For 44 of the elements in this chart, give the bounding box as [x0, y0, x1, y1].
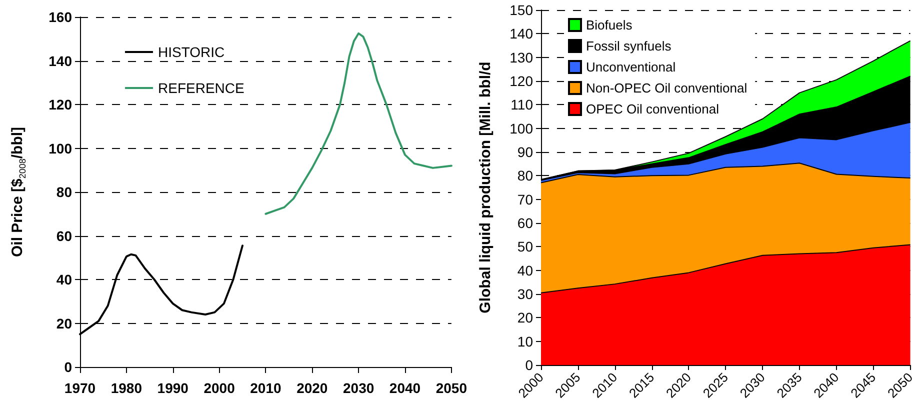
y-tick-label: 10: [517, 333, 534, 350]
y-tick-label: 100: [510, 120, 534, 136]
y-tick-label: 110: [510, 96, 534, 113]
y-tick-label: 80: [56, 184, 72, 200]
x-tick-label: 1970: [64, 380, 96, 396]
legend-label: REFERENCE: [158, 80, 244, 96]
y-axis-title: Global liquid production [Mill. bbl/d: [477, 62, 494, 314]
y-tick-label: 90: [517, 144, 534, 160]
legend-label: OPEC Oil conventional: [586, 102, 720, 116]
legend-label: HISTORIC: [158, 44, 225, 60]
y-tick-label: 120: [510, 73, 534, 89]
y-tick-label: 70: [517, 191, 534, 208]
y-tick-label: 160: [48, 9, 72, 25]
y-tick-label: 60: [517, 215, 534, 231]
y-tick-label: 50: [517, 238, 534, 255]
line-series: [264, 32, 452, 215]
y-tick-label: 140: [48, 52, 72, 69]
legend-label: Fossil synfuels: [586, 38, 672, 54]
y-axis-title: Oil Price [$2008/bbl]: [9, 126, 28, 258]
legend-label: Biofuels: [586, 18, 633, 32]
x-tick-label: 2010: [250, 380, 282, 396]
y-tick-label: 140: [510, 26, 534, 42]
x-tick-label: 2040: [389, 380, 421, 396]
y-tick-label: 0: [64, 359, 72, 375]
y-tick-label: 20: [56, 315, 72, 332]
x-tick-label: 1990: [157, 380, 189, 396]
y-tick-label: 100: [48, 140, 72, 156]
y-tick-label: 30: [517, 286, 534, 302]
legend-label: Non-OPEC Oil conventional: [586, 80, 748, 96]
y-tick-label: 130: [510, 49, 534, 66]
x-tick-label: 1980: [110, 380, 142, 396]
legend-label: Unconventional: [586, 60, 676, 74]
y-tick-label: 120: [48, 96, 72, 112]
y-tick-label: 20: [517, 310, 534, 326]
y-tick-label: 80: [517, 168, 534, 184]
x-tick-label: 2000: [204, 380, 236, 396]
y-tick-label: 60: [56, 228, 72, 244]
y-tick-label: 0: [525, 357, 534, 373]
x-tick-label: 2050: [436, 380, 468, 396]
x-tick-label: 2030: [342, 380, 374, 396]
x-tick-label: 2020: [296, 380, 328, 396]
y-tick-label: 40: [56, 272, 72, 288]
y-tick-label: 40: [517, 262, 534, 278]
y-tick-label: 150: [510, 2, 534, 18]
